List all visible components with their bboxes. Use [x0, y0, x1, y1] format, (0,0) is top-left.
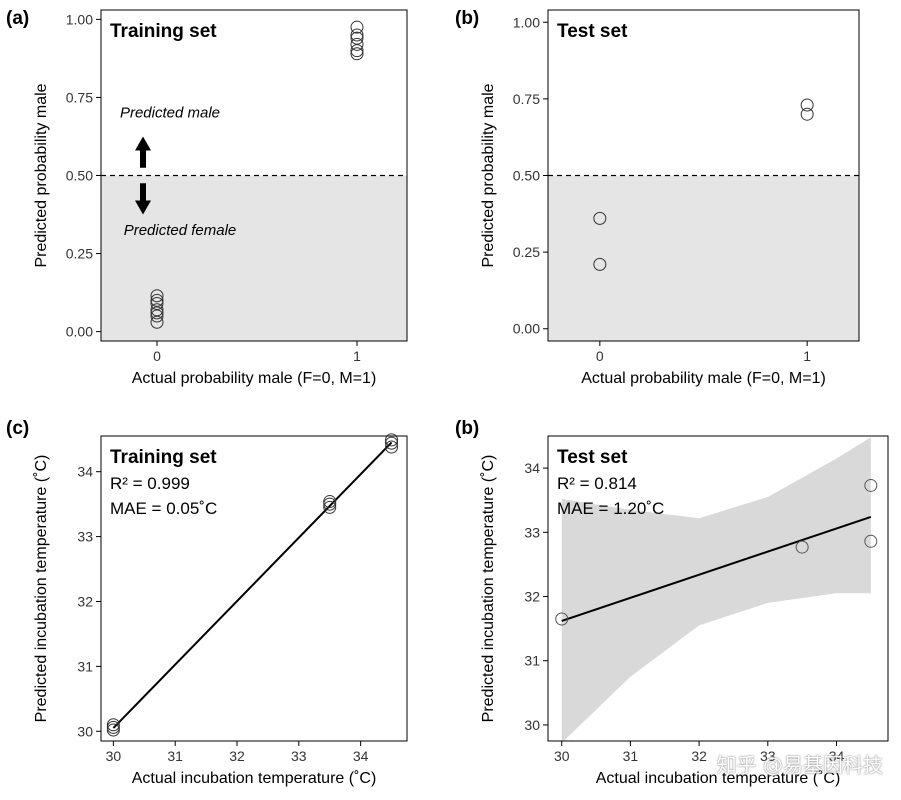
x-axis-label: Actual probability male (F=0, M=1): [581, 370, 826, 387]
panel-title: Test set: [557, 21, 628, 42]
y-tick-label: 0.25: [513, 244, 540, 260]
panel-label: (c): [6, 418, 29, 439]
y-tick-label: 0.00: [513, 321, 540, 337]
y-tick-label: 0.50: [66, 168, 93, 184]
y-axis-label: Predicted probability male: [33, 83, 50, 267]
annotation-predicted-female: Predicted female: [124, 222, 237, 239]
y-tick-label: 1.00: [513, 14, 540, 30]
x-tick-label: 33: [291, 748, 307, 764]
y-tick-label: 34: [524, 460, 540, 476]
panel-title: Training set: [110, 21, 217, 42]
data-point: [385, 433, 399, 447]
panel-title: Test set: [557, 447, 628, 468]
x-tick-label: 31: [167, 748, 183, 764]
y-tick-label: 31: [77, 658, 93, 674]
chart-panel-4: 30 31 32 33 34 30 31 32 33 34 Actual incubation te…: [455, 418, 889, 787]
x-tick-label: 33: [760, 748, 776, 764]
y-tick-label: 1.00: [66, 11, 93, 27]
regression-line: [112, 441, 393, 729]
stat-text: MAE = 1.20˚C: [557, 499, 664, 518]
data-point: [350, 47, 364, 61]
data-point: [350, 31, 364, 45]
data-point: [555, 612, 569, 626]
x-tick-label: 32: [229, 748, 245, 764]
stat-text: MAE = 0.05˚C: [110, 499, 217, 518]
data-point: [106, 720, 120, 734]
data-point: [800, 98, 814, 112]
data-point: [323, 497, 337, 511]
y-tick-label: 31: [524, 653, 540, 669]
data-point: [593, 257, 607, 271]
data-point: [350, 20, 364, 34]
data-point: [795, 540, 809, 554]
data-point: [106, 718, 120, 732]
y-tick-label: 30: [524, 717, 540, 733]
panel-label: (b): [455, 8, 479, 29]
x-tick-label: 1: [803, 348, 811, 364]
confidence-band: [561, 437, 871, 741]
data-point: [385, 440, 399, 454]
female-shade-region: [548, 175, 859, 341]
y-axis-label: Predicted incubation temperature (˚C): [480, 455, 497, 723]
data-point: [150, 289, 164, 303]
plot-frame: [100, 435, 408, 742]
y-tick-label: 32: [77, 593, 93, 609]
data-point: [150, 303, 164, 317]
x-tick-label: 0: [153, 348, 161, 364]
panel-title: Training set: [110, 447, 217, 468]
data-point: [350, 28, 364, 42]
arrow-up-icon: [135, 136, 151, 168]
x-tick-label: 34: [829, 748, 845, 764]
female-shade-region: [101, 175, 407, 341]
y-tick-label: 34: [77, 464, 93, 480]
stat-text: R² = 0.999: [110, 474, 190, 493]
x-tick-label: 31: [623, 748, 639, 764]
x-axis-label: Actual incubation temperature (˚C): [132, 770, 377, 787]
y-tick-label: 0.00: [66, 324, 93, 340]
x-axis-label: Actual probability male (F=0, M=1): [132, 370, 377, 387]
y-tick-label: 33: [77, 529, 93, 545]
data-point: [323, 500, 337, 514]
stat-text: R² = 0.814: [557, 474, 637, 493]
chart-panel-3: 30 31 32 33 34 30 31 32 33 34 Actual incubation te…: [6, 418, 408, 787]
annotation-predicted-male: Predicted male: [120, 105, 220, 122]
data-point: [323, 495, 337, 509]
y-axis-label: Predicted incubation temperature (˚C): [33, 455, 50, 723]
data-point: [864, 534, 878, 548]
y-tick-label: 0.75: [66, 89, 93, 105]
x-tick-label: 34: [353, 748, 369, 764]
y-tick-label: 33: [524, 524, 540, 540]
y-tick-label: 0.75: [513, 91, 540, 107]
data-point: [150, 297, 164, 311]
data-point: [593, 211, 607, 225]
y-tick-label: 0.25: [66, 246, 93, 262]
y-tick-label: 32: [524, 589, 540, 605]
arrow-down-icon: [135, 183, 151, 215]
watermark: 知乎 @易基因科技: [716, 753, 883, 777]
panel-label: (b): [455, 418, 479, 439]
regression-line: [561, 515, 872, 622]
data-point: [385, 436, 399, 450]
x-tick-label: 32: [691, 748, 707, 764]
y-tick-label: 30: [77, 723, 93, 739]
x-tick-label: 30: [106, 748, 122, 764]
chart-panel-1: 0.00 0.25 0.50 0.75 1.00 0 1 Actual probability…: [6, 8, 408, 387]
chart-panel-2: 0.00 0.25 0.50 0.75 1.00 0 1 Actual probability…: [455, 8, 860, 387]
x-tick-label: 1: [353, 348, 361, 364]
x-tick-label: 30: [554, 748, 570, 764]
y-axis-label: Predicted probability male: [480, 83, 497, 267]
data-point: [800, 107, 814, 121]
data-point: [864, 478, 878, 492]
panel-label: (a): [6, 8, 29, 29]
x-tick-label: 0: [596, 348, 604, 364]
data-point: [350, 37, 364, 51]
y-tick-label: 0.50: [513, 168, 540, 184]
x-axis-label: Actual incubation temperature (˚C): [596, 770, 841, 787]
plot-frame: [547, 435, 889, 742]
data-point: [106, 723, 120, 737]
data-point: [150, 293, 164, 307]
